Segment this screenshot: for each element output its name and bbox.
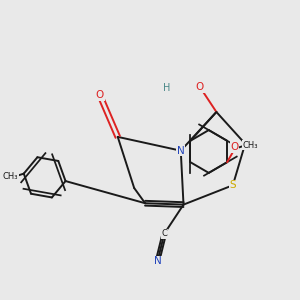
- Text: O: O: [230, 142, 238, 152]
- Text: N: N: [177, 146, 184, 156]
- Text: H: H: [164, 83, 171, 94]
- Text: S: S: [230, 180, 236, 190]
- Text: CH₃: CH₃: [242, 141, 258, 150]
- Text: C: C: [161, 229, 167, 238]
- Text: N: N: [154, 256, 161, 266]
- Text: O: O: [96, 90, 104, 100]
- Text: CH₃: CH₃: [3, 172, 18, 181]
- Text: O: O: [196, 82, 204, 92]
